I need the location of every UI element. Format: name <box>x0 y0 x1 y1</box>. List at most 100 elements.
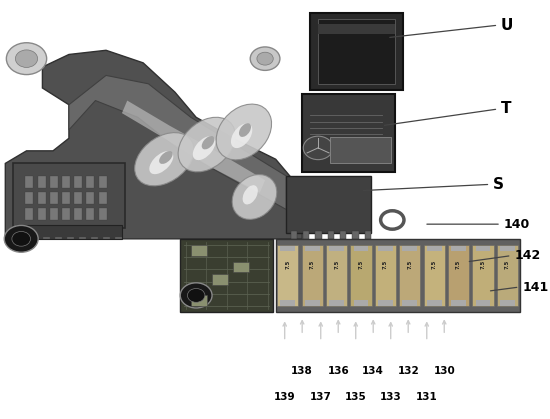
Bar <box>62 192 70 204</box>
Bar <box>37 176 46 188</box>
Bar <box>476 300 491 306</box>
Text: 7.5: 7.5 <box>481 260 486 269</box>
Circle shape <box>180 283 212 308</box>
Text: 133: 133 <box>380 392 402 402</box>
Text: 7.5: 7.5 <box>310 260 315 269</box>
Bar <box>500 300 515 306</box>
Ellipse shape <box>232 175 277 219</box>
Bar <box>98 176 107 188</box>
Bar <box>353 231 359 239</box>
Bar <box>37 208 46 220</box>
Text: T: T <box>501 101 512 116</box>
Bar <box>98 192 107 204</box>
Bar <box>365 231 371 239</box>
Ellipse shape <box>239 123 251 137</box>
Bar <box>37 192 46 204</box>
Bar <box>427 246 442 251</box>
Bar <box>50 176 58 188</box>
Bar <box>318 24 395 34</box>
Bar <box>305 246 320 251</box>
Text: 134: 134 <box>362 366 384 376</box>
Circle shape <box>12 231 31 246</box>
Text: 140: 140 <box>504 217 530 231</box>
Text: S: S <box>493 177 504 192</box>
FancyBboxPatch shape <box>330 137 391 163</box>
Bar <box>86 176 95 188</box>
Bar <box>25 192 34 204</box>
Polygon shape <box>69 75 287 210</box>
Bar <box>305 300 320 306</box>
Text: 7.5: 7.5 <box>432 260 437 269</box>
Text: 7.5: 7.5 <box>334 260 339 269</box>
Bar <box>340 231 346 239</box>
FancyBboxPatch shape <box>16 225 122 239</box>
Bar <box>74 208 82 220</box>
Bar <box>280 246 295 251</box>
Bar <box>328 231 334 239</box>
Circle shape <box>250 47 280 70</box>
Bar <box>191 295 207 306</box>
Text: 7.5: 7.5 <box>285 260 290 269</box>
Text: 137: 137 <box>310 392 332 402</box>
Bar <box>301 245 323 306</box>
FancyBboxPatch shape <box>302 94 395 172</box>
Bar <box>74 192 82 204</box>
Bar <box>497 245 518 306</box>
Circle shape <box>257 52 273 65</box>
Bar <box>50 192 58 204</box>
Circle shape <box>188 288 205 303</box>
Bar <box>290 231 297 239</box>
Bar <box>86 192 95 204</box>
Text: U: U <box>501 18 513 33</box>
Polygon shape <box>6 50 302 239</box>
Text: 7.5: 7.5 <box>505 260 510 269</box>
Circle shape <box>303 136 333 160</box>
Ellipse shape <box>149 151 173 174</box>
Bar <box>451 246 466 251</box>
Bar <box>424 245 445 306</box>
FancyBboxPatch shape <box>13 163 125 228</box>
FancyBboxPatch shape <box>318 19 395 84</box>
Text: 141: 141 <box>522 280 548 294</box>
Bar <box>378 246 393 251</box>
Bar <box>74 176 82 188</box>
Bar <box>98 208 107 220</box>
FancyBboxPatch shape <box>287 176 371 233</box>
Circle shape <box>15 50 37 67</box>
Bar <box>329 300 344 306</box>
Ellipse shape <box>178 117 235 172</box>
Bar <box>25 176 34 188</box>
Bar <box>472 245 493 306</box>
Bar <box>354 300 369 306</box>
Text: 130: 130 <box>433 366 455 376</box>
Bar <box>315 231 322 239</box>
Circle shape <box>4 225 38 252</box>
Text: 7.5: 7.5 <box>456 260 461 269</box>
Bar <box>451 300 466 306</box>
Bar <box>326 245 347 306</box>
Ellipse shape <box>231 124 252 148</box>
Bar <box>62 208 70 220</box>
Bar <box>303 231 309 239</box>
Bar <box>378 300 393 306</box>
FancyBboxPatch shape <box>310 13 403 90</box>
Text: 138: 138 <box>292 366 313 376</box>
Text: 131: 131 <box>416 392 438 402</box>
Bar <box>427 300 442 306</box>
Ellipse shape <box>193 136 216 160</box>
Bar <box>276 239 520 312</box>
Bar <box>403 300 417 306</box>
Bar <box>50 208 58 220</box>
Bar <box>350 245 372 306</box>
Text: 136: 136 <box>327 366 349 376</box>
Ellipse shape <box>243 185 258 204</box>
Text: 7.5: 7.5 <box>359 260 364 269</box>
Bar <box>180 239 273 312</box>
Text: 7.5: 7.5 <box>383 260 388 269</box>
Bar <box>375 245 396 306</box>
Bar <box>448 245 469 306</box>
Text: 139: 139 <box>274 392 295 402</box>
Ellipse shape <box>216 104 272 160</box>
Bar <box>476 246 491 251</box>
Ellipse shape <box>202 136 214 150</box>
